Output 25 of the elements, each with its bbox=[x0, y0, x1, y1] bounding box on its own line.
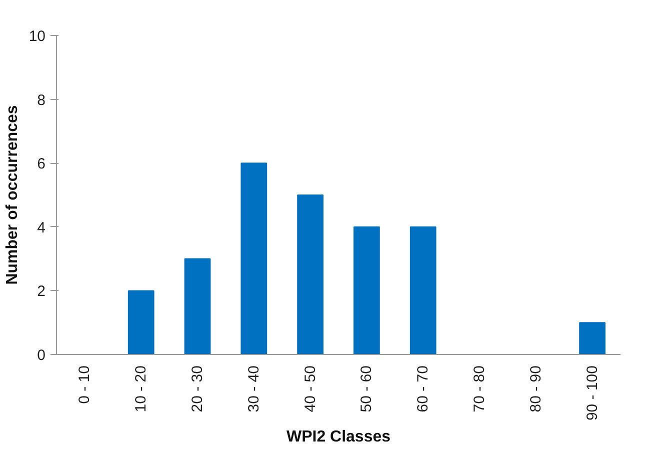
y-tick-label: 6 bbox=[37, 156, 46, 173]
x-axis-title: WPI2 Classes bbox=[286, 428, 391, 446]
x-tick-label: 20 - 30 bbox=[189, 365, 206, 412]
y-tick-label: 8 bbox=[37, 92, 46, 109]
bar bbox=[579, 322, 606, 354]
y-tick-label: 2 bbox=[37, 283, 46, 300]
x-tick-label: 10 - 20 bbox=[132, 365, 150, 412]
x-tick-label: 40 - 50 bbox=[302, 365, 319, 412]
y-tick-label: 4 bbox=[37, 219, 46, 236]
bar bbox=[128, 290, 154, 354]
x-tick-label: 50 - 60 bbox=[358, 365, 376, 412]
y-tick-label: 10 bbox=[28, 28, 46, 45]
y-axis-title: Number of occurrences bbox=[4, 105, 21, 285]
x-tick-label: 90 - 100 bbox=[584, 365, 601, 421]
x-tick-label: 80 - 90 bbox=[527, 365, 544, 412]
x-tick-label: 60 - 70 bbox=[414, 365, 432, 412]
x-tick-label: 30 - 40 bbox=[245, 365, 262, 412]
bar bbox=[297, 194, 324, 354]
x-tick-label: 70 - 80 bbox=[471, 365, 488, 412]
bar bbox=[184, 258, 211, 354]
bar bbox=[354, 226, 380, 354]
bar bbox=[410, 226, 436, 354]
y-tick-label: 0 bbox=[37, 347, 46, 364]
bar bbox=[240, 162, 268, 354]
x-tick-label: 0 - 10 bbox=[76, 366, 94, 404]
